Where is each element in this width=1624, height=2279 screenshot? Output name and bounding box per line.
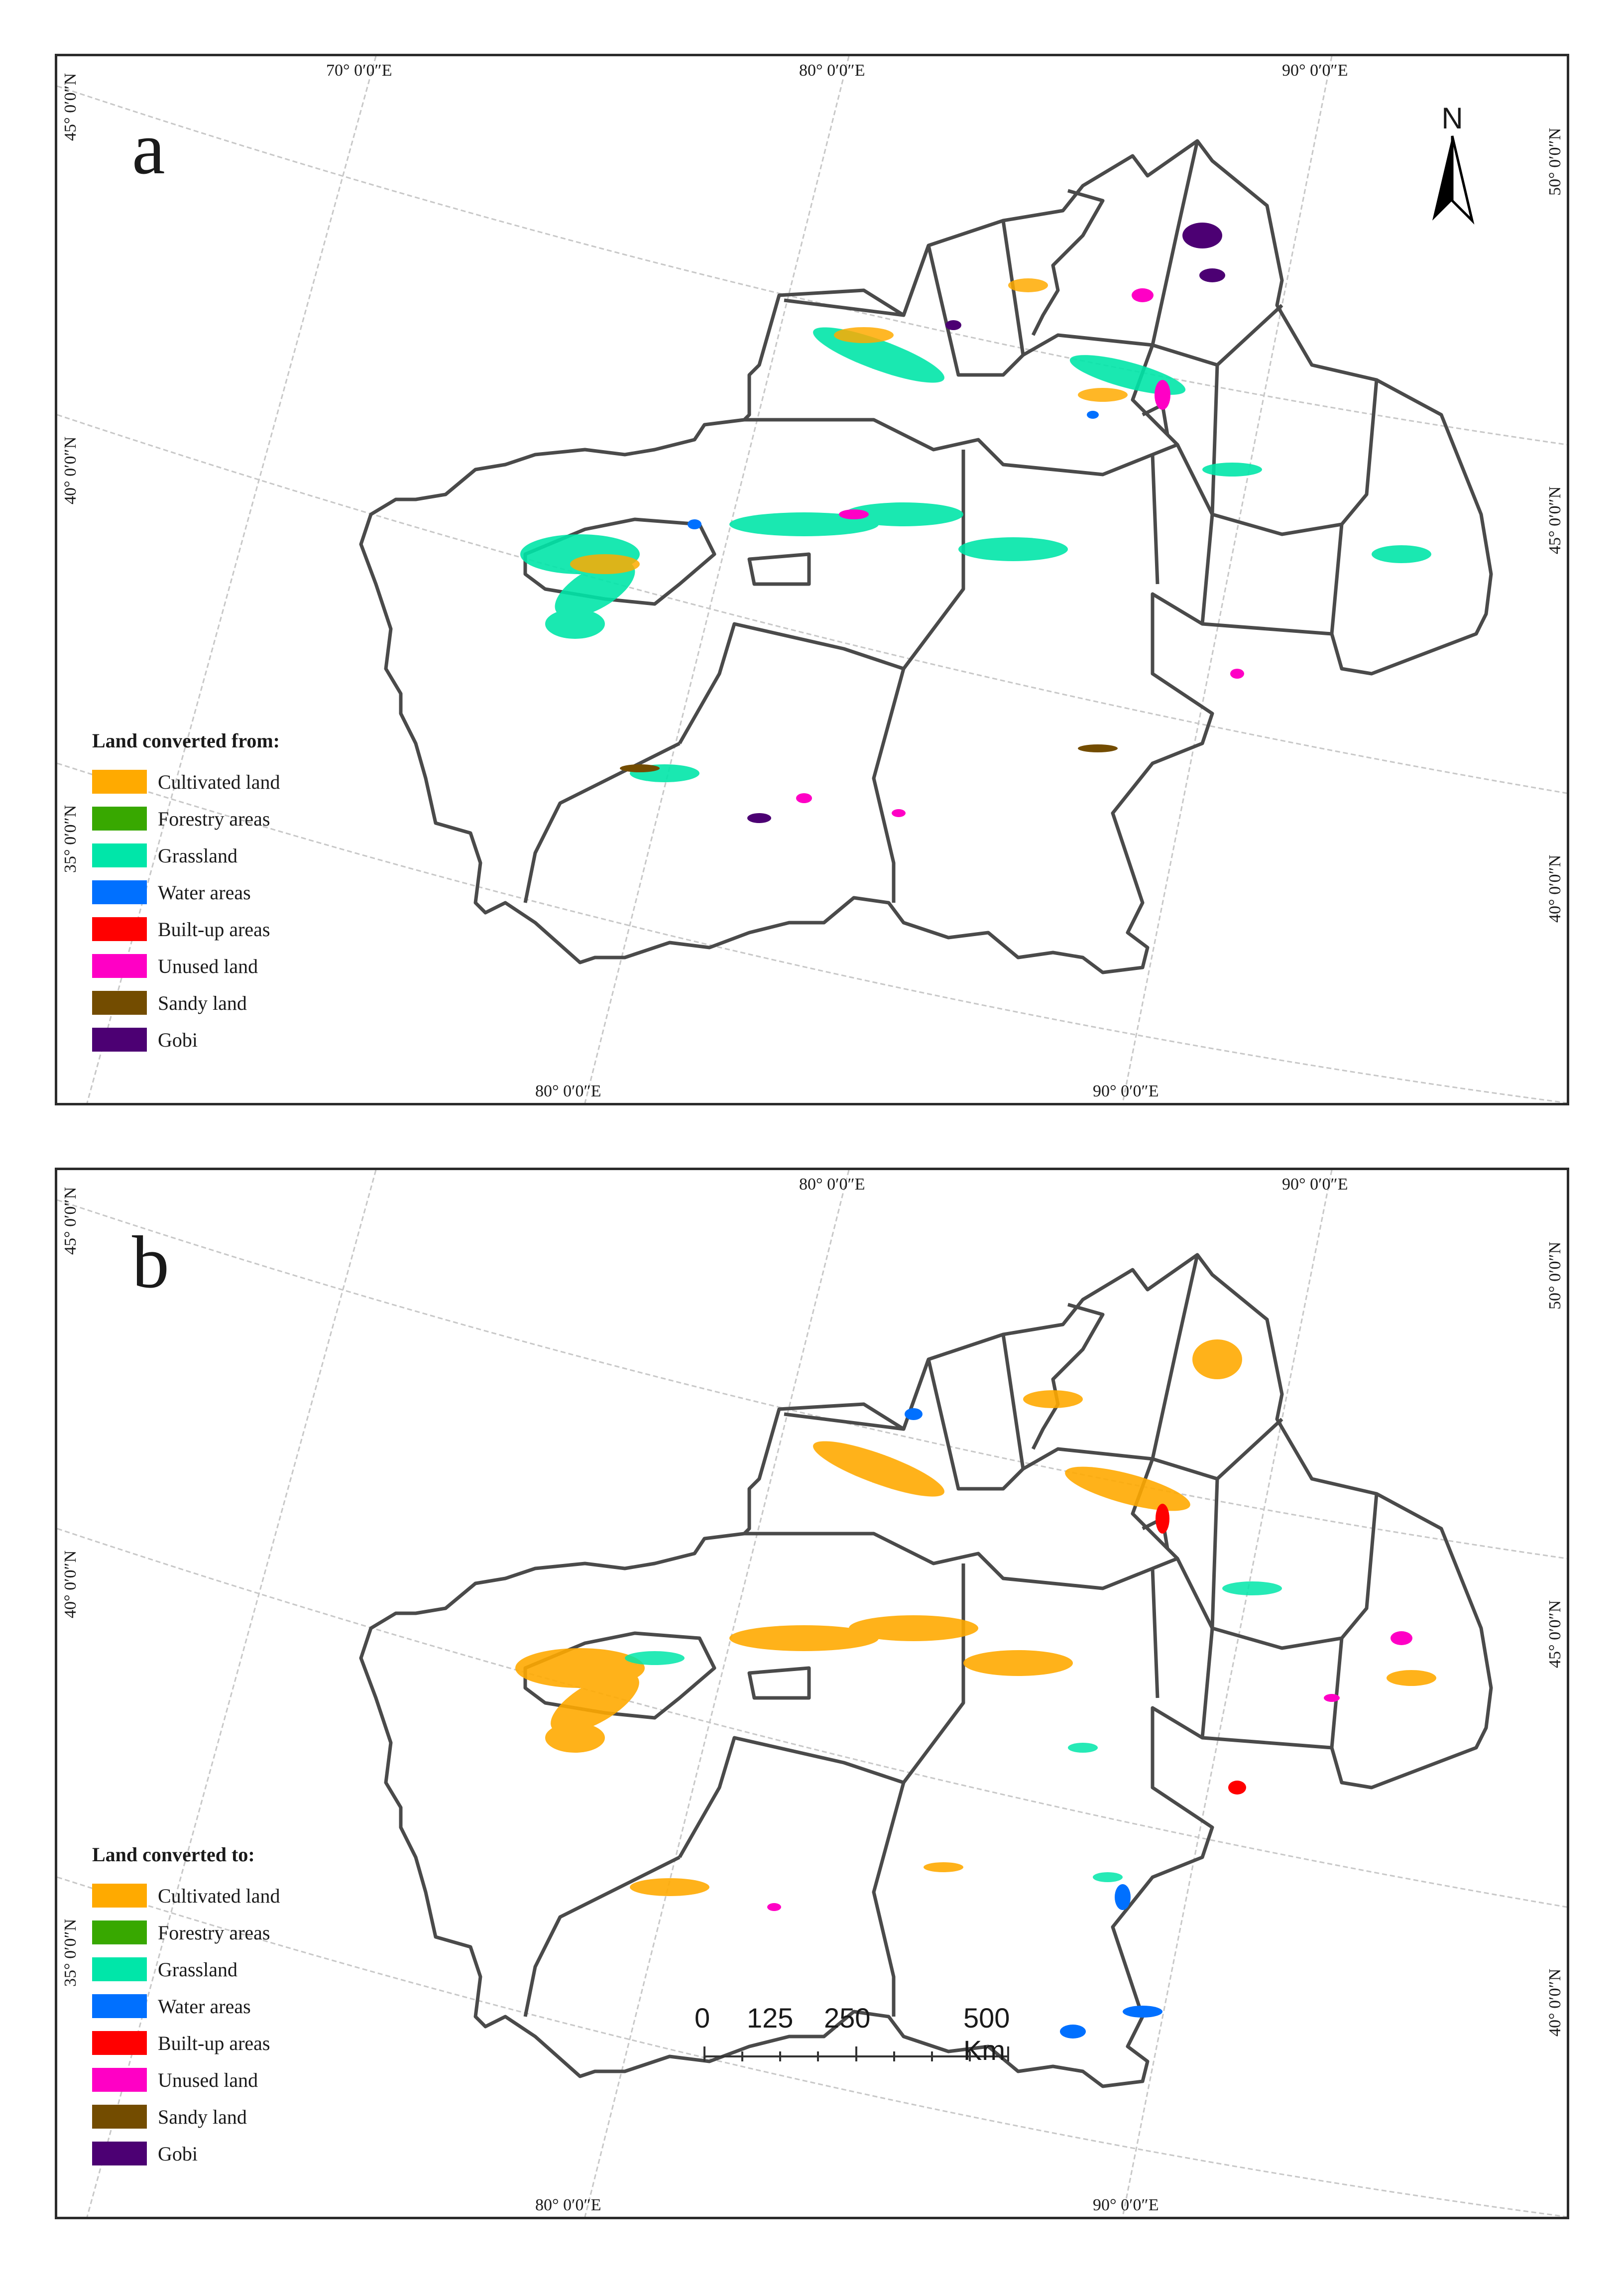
legend-label: Grassland xyxy=(158,844,237,867)
left-latitude-label: 35° 0′0″N xyxy=(61,805,80,873)
legend-item: Grassland xyxy=(92,1951,321,1988)
legend-swatch xyxy=(92,1920,147,1944)
top-longitude-label: 80° 0′0″E xyxy=(799,1175,865,1194)
north-arrow: N xyxy=(1422,101,1482,226)
region-boundaries xyxy=(359,139,1493,974)
legend-item: Built-up areas xyxy=(92,2025,321,2061)
north-arrow-icon xyxy=(1432,135,1475,225)
top-longitude-label: 90° 0′0″E xyxy=(1282,1175,1348,1194)
legend-swatch xyxy=(92,1994,147,2018)
scale-label: 500 Km xyxy=(963,2002,1010,2066)
bottom-longitude-label: 90° 0′0″E xyxy=(1093,2196,1159,2214)
legend-label: Grassland xyxy=(158,1958,237,1981)
legend-label: Unused land xyxy=(158,2068,258,2091)
top-longitude-label: 90° 0′0″E xyxy=(1282,61,1348,80)
legend-item: Sandy land xyxy=(92,2098,321,2135)
legend-swatch xyxy=(92,2105,147,2129)
legend-swatch xyxy=(92,1884,147,1908)
legend-swatch xyxy=(92,1957,147,1981)
legend-label: Water areas xyxy=(158,1995,251,2018)
legend-label: Cultivated land xyxy=(158,1884,280,1907)
legend-label: Water areas xyxy=(158,881,251,904)
legend-item: Water areas xyxy=(92,1988,321,2025)
legend-label: Unused land xyxy=(158,955,258,977)
legend-item: Water areas xyxy=(92,874,321,911)
legend-converted-to: Land converted to: Cultivated land Fores… xyxy=(92,1843,321,2172)
legend-item: Gobi xyxy=(92,1021,321,1058)
legend-swatch xyxy=(92,2142,147,2165)
map-panel-a: a N 70° 0′0″E 80° 0′0″E 90° 0′0″E 80° 0′… xyxy=(55,54,1569,1105)
left-latitude-label: 40° 0′0″N xyxy=(61,1550,80,1618)
legend-label: Gobi xyxy=(158,1028,198,1051)
legend-swatch xyxy=(92,2068,147,2092)
legend-swatch xyxy=(92,807,147,831)
legend-swatch xyxy=(92,917,147,941)
map-panel-b: b 80° 0′0″E 90° 0′0″E 80° 0′0″E 90° 0′0″… xyxy=(55,1168,1569,2219)
top-longitude-label: 80° 0′0″E xyxy=(799,61,865,80)
map-canvas-a xyxy=(57,56,1567,1103)
legend-label: Cultivated land xyxy=(158,770,280,793)
legend-swatch xyxy=(92,843,147,867)
land-change-patches-b xyxy=(515,1339,1436,2039)
legend-label: Sandy land xyxy=(158,991,247,1014)
legend-converted-from: Land converted from: Cultivated land For… xyxy=(92,729,321,1058)
legend-item: Grassland xyxy=(92,837,321,874)
land-change-patches-a xyxy=(520,223,1431,823)
legend-title: Land converted to: xyxy=(92,1843,255,1866)
legend-swatch xyxy=(92,1028,147,1052)
right-latitude-label: 40° 0′0″N xyxy=(1546,854,1564,923)
panel-letter-b: b xyxy=(132,1221,169,1304)
legend-item: Unused land xyxy=(92,948,321,984)
legend-label: Built-up areas xyxy=(158,2032,270,2054)
legend-title: Land converted from: xyxy=(92,729,280,752)
legend-item: Cultivated land xyxy=(92,763,321,800)
north-label: N xyxy=(1441,102,1463,135)
panel-letter-a: a xyxy=(132,107,165,190)
scale-label: 250 xyxy=(824,2002,871,2034)
legend-swatch xyxy=(92,954,147,978)
legend-swatch xyxy=(92,991,147,1015)
scale-bar: 0 125 250 500 Km xyxy=(695,2002,1013,2091)
left-latitude-label: 45° 0′0″N xyxy=(61,1187,80,1255)
left-latitude-label: 45° 0′0″N xyxy=(61,73,80,141)
bottom-longitude-label: 90° 0′0″E xyxy=(1093,1082,1159,1100)
top-longitude-label: 70° 0′0″E xyxy=(326,61,392,80)
legend-label: Forestry areas xyxy=(158,1921,270,1944)
right-latitude-label: 45° 0′0″N xyxy=(1546,1600,1564,1668)
legend-item: Forestry areas xyxy=(92,800,321,837)
left-latitude-label: 40° 0′0″N xyxy=(61,436,80,504)
legend-item: Gobi xyxy=(92,2135,321,2172)
legend-label: Built-up areas xyxy=(158,918,270,941)
legend-item: Cultivated land xyxy=(92,1877,321,1914)
right-latitude-label: 40° 0′0″N xyxy=(1546,1968,1564,2037)
scale-bar-graphic xyxy=(703,2046,1009,2061)
map-canvas-b xyxy=(57,1170,1567,2217)
legend-swatch xyxy=(92,770,147,794)
legend-label: Forestry areas xyxy=(158,807,270,830)
left-latitude-label: 35° 0′0″N xyxy=(61,1919,80,1987)
legend-label: Sandy land xyxy=(158,2105,247,2128)
right-latitude-label: 50° 0′0″N xyxy=(1546,1241,1564,1310)
legend-label: Gobi xyxy=(158,2142,198,2165)
right-latitude-label: 50° 0′0″N xyxy=(1546,127,1564,196)
bottom-longitude-label: 80° 0′0″E xyxy=(535,2196,601,2214)
bottom-longitude-label: 80° 0′0″E xyxy=(535,1082,601,1100)
scale-label: 125 xyxy=(747,2002,794,2034)
legend-swatch xyxy=(92,880,147,904)
scale-label: 0 xyxy=(695,2002,710,2034)
right-latitude-label: 45° 0′0″N xyxy=(1546,486,1564,554)
region-boundaries xyxy=(359,1253,1493,2088)
legend-item: Forestry areas xyxy=(92,1914,321,1951)
legend-item: Built-up areas xyxy=(92,911,321,948)
legend-item: Sandy land xyxy=(92,984,321,1021)
legend-item: Unused land xyxy=(92,2061,321,2098)
legend-swatch xyxy=(92,2031,147,2055)
